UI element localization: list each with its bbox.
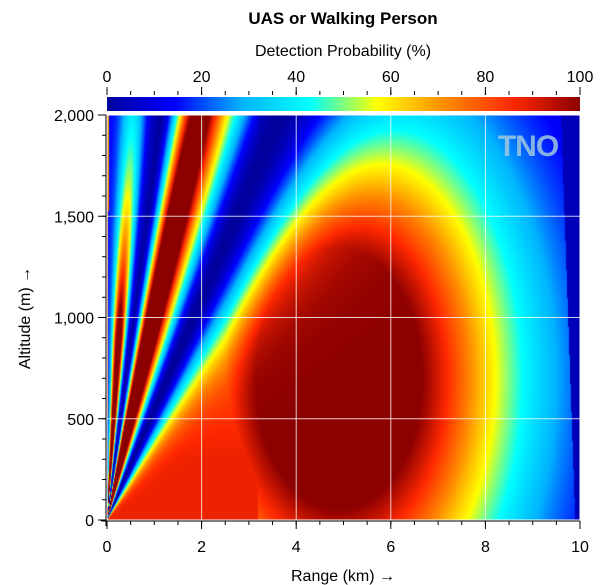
y-tick-label: 1,000 xyxy=(54,311,94,328)
y-axis: 0 500 1,000 1,500 2,000 xyxy=(54,108,107,530)
y-tick-label: 1,500 xyxy=(54,209,94,226)
colorbar-tick-label: 100 xyxy=(567,69,594,86)
chart-title: UAS or Walking Person xyxy=(248,9,437,28)
y-tick-label: 500 xyxy=(67,412,94,429)
x-axis-label: Range (km) → xyxy=(291,568,395,585)
x-axis: 0 2 4 6 8 10 xyxy=(101,520,589,556)
y-axis-label: Altitude (m) → xyxy=(17,267,34,369)
colorbar-tick-label: 40 xyxy=(287,69,305,86)
colorbar xyxy=(107,97,580,111)
x-tick-label: 10 xyxy=(571,539,589,556)
x-tick-label: 6 xyxy=(386,539,395,556)
colorbar-tick-label: 80 xyxy=(477,69,495,86)
y-tick-label: 2,000 xyxy=(54,108,94,125)
x-tick-label: 0 xyxy=(103,539,112,556)
tno-watermark: TNO xyxy=(498,130,559,163)
x-tick-label: 4 xyxy=(292,539,301,556)
colorbar-ticks: 0 20 40 60 80 100 xyxy=(103,69,594,95)
colorbar-tick-label: 60 xyxy=(382,69,400,86)
colorbar-tick-label: 0 xyxy=(103,69,112,86)
colorbar-label: Detection Probability (%) xyxy=(255,43,431,60)
x-tick-label: 8 xyxy=(481,539,490,556)
x-tick-label: 2 xyxy=(197,539,206,556)
plot-frame xyxy=(106,114,581,521)
colorbar-tick-label: 20 xyxy=(193,69,211,86)
y-tick-label: 0 xyxy=(85,513,94,530)
